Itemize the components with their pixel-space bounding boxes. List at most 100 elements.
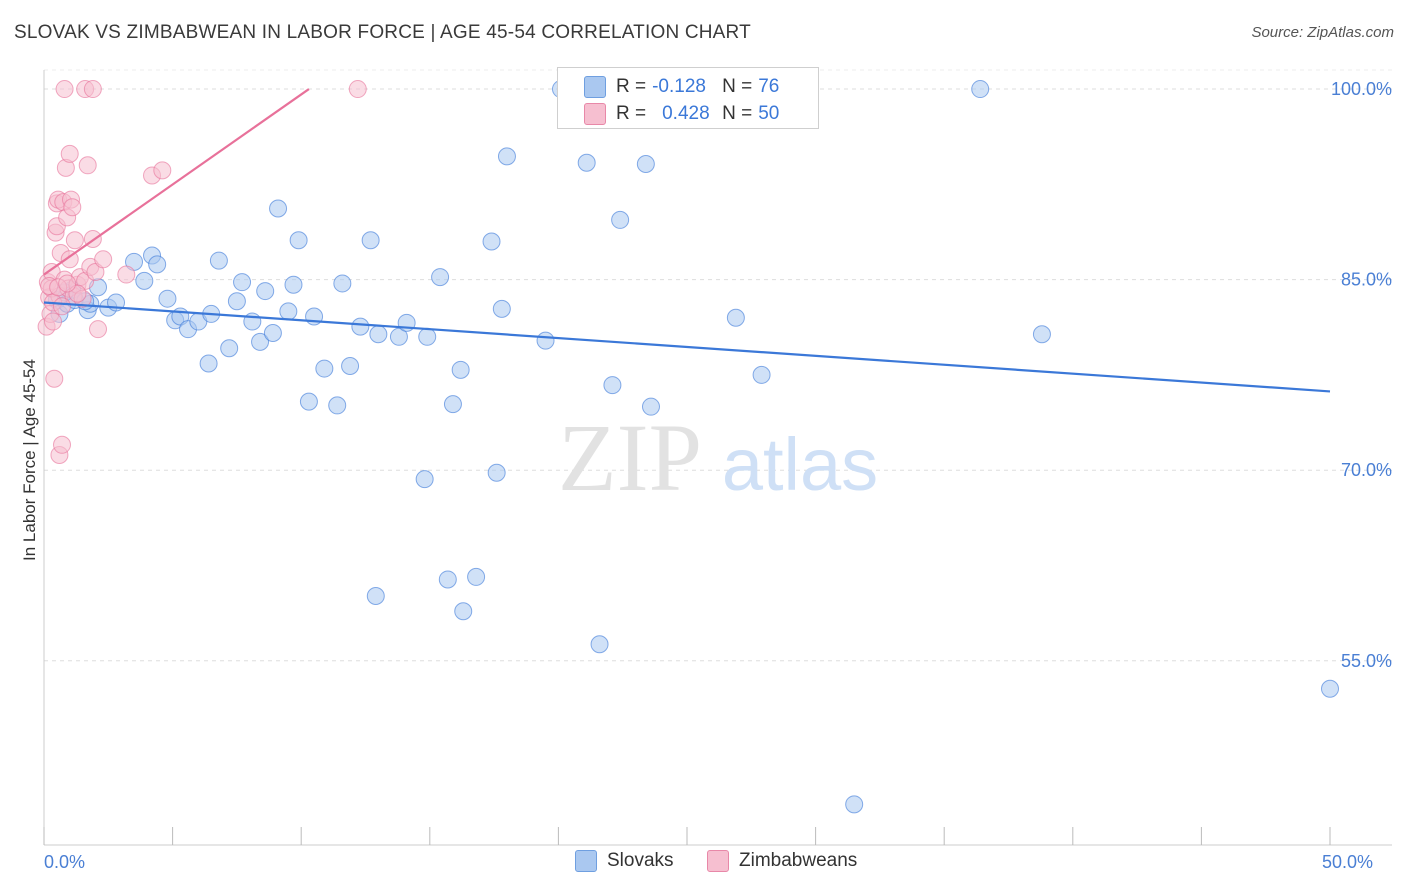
slovaks-point	[351, 317, 370, 336]
slovaks-point	[279, 302, 298, 321]
legend-n-value-zimbabweans: 50	[758, 103, 780, 124]
legend-swatch-slovaks	[575, 850, 597, 872]
legend-r-label: R =	[616, 103, 647, 124]
slovaks-point	[199, 354, 218, 373]
slovaks-point	[497, 147, 516, 166]
slovaks-point	[289, 231, 308, 250]
series-legend: Slovaks Zimbabweans	[0, 850, 1406, 878]
zimbabweans-point	[45, 369, 64, 388]
legend-item-slovaks[interactable]: Slovaks	[575, 850, 674, 872]
zimbabweans-point	[53, 435, 72, 454]
zimbabweans-point	[55, 80, 74, 99]
zimbabweans-point	[94, 250, 113, 269]
legend-n-label: N =	[722, 103, 753, 124]
slovaks-point	[418, 327, 437, 346]
slovaks-point	[284, 275, 303, 294]
slovaks-point	[641, 397, 660, 416]
slovaks-point	[487, 463, 506, 482]
legend-n-label: N =	[722, 76, 753, 97]
slovaks-point	[636, 155, 655, 174]
grid-lines	[44, 69, 1392, 662]
legend-label-zimbabweans: Zimbabweans	[739, 850, 858, 871]
slovaks-trendline	[43, 301, 1331, 393]
slovaks-point	[227, 292, 246, 311]
zimbabweans-point	[44, 312, 63, 331]
x-axis-min-label: 0.0%	[44, 852, 86, 872]
slovaks-point	[845, 795, 864, 814]
slovaks-point	[341, 357, 360, 376]
slovaks-point	[492, 299, 511, 318]
zimbabweans-trendline	[43, 88, 310, 276]
slovaks-point	[220, 339, 239, 358]
y-tick-label: 55.0%	[1341, 651, 1392, 671]
slovaks-point	[1032, 325, 1051, 344]
slovaks-point	[135, 271, 154, 290]
slovaks-point	[361, 231, 380, 250]
slovaks-point	[611, 210, 630, 229]
y-axis-label: In Labor Force | Age 45-54	[20, 359, 39, 561]
slovaks-point	[536, 331, 555, 350]
legend-swatch-zimbabweans	[584, 103, 606, 125]
series-zimbabweans-points	[37, 80, 367, 464]
slovaks-point	[389, 327, 408, 346]
watermark-zip: ZIP	[558, 404, 702, 511]
y-tick-label: 70.0%	[1341, 460, 1392, 480]
axes	[43, 70, 1392, 846]
slovaks-point	[148, 255, 167, 274]
zimbabweans-point	[65, 231, 84, 250]
slovaks-point	[369, 325, 388, 344]
legend-row-slovaks: R = -0.128 N = 76	[584, 74, 779, 100]
zimbabweans-point	[60, 144, 79, 163]
watermark-atlas: atlas	[722, 423, 878, 506]
slovaks-point	[333, 274, 352, 293]
y-tick-labels: 100.0% 85.0% 70.0% 55.0%	[1331, 79, 1392, 671]
slovaks-point	[328, 396, 347, 415]
slovaks-point	[251, 332, 270, 351]
zimbabweans-point	[348, 80, 367, 99]
slovaks-point	[299, 392, 318, 411]
legend-row-zimbabweans: R = 0.428 N = 50	[584, 101, 779, 127]
zimbabweans-point	[63, 198, 82, 217]
legend-r-label: R =	[616, 76, 647, 97]
slovaks-point	[451, 360, 470, 379]
slovaks-point	[158, 289, 177, 308]
legend-r-value-zimbabweans: 0.428	[662, 103, 710, 124]
legend-swatch-slovaks	[584, 76, 606, 98]
slovaks-point	[590, 635, 609, 654]
slovaks-point	[233, 273, 252, 292]
y-tick-label: 100.0%	[1331, 79, 1392, 99]
slovaks-point	[603, 376, 622, 395]
slovaks-point	[454, 602, 473, 621]
zimbabweans-point	[89, 320, 108, 339]
slovaks-point	[726, 308, 745, 327]
slovaks-point	[467, 567, 486, 586]
slovaks-point	[269, 199, 288, 218]
slovaks-point	[415, 470, 434, 489]
watermark: ZIP atlas	[558, 404, 878, 511]
legend-r-value-slovaks: -0.128	[652, 76, 706, 97]
slovaks-point	[1321, 679, 1339, 698]
zimbabweans-point	[153, 161, 172, 180]
slovaks-point	[315, 359, 334, 378]
slovaks-point	[209, 251, 228, 270]
legend-swatch-zimbabweans	[707, 850, 729, 872]
zimbabweans-point	[83, 80, 102, 99]
legend-n-value-slovaks: 76	[758, 76, 780, 97]
slovaks-point	[256, 282, 275, 301]
slovaks-point	[263, 323, 282, 342]
legend-item-zimbabweans[interactable]: Zimbabweans	[707, 850, 857, 872]
source-credit: Source: ZipAtlas.com	[1251, 24, 1394, 41]
slovaks-point	[438, 570, 457, 589]
correlation-legend: R = -0.128 N = 76 R = 0.428 N = 50	[557, 67, 819, 129]
zimbabweans-point	[78, 156, 97, 175]
slovaks-point	[971, 80, 990, 99]
slovaks-point	[752, 365, 771, 384]
zimbabweans-point	[117, 265, 136, 284]
slovaks-point	[577, 153, 596, 172]
zimbabweans-point	[58, 274, 77, 293]
slovaks-point	[443, 395, 462, 414]
x-axis-max-label: 50.0%	[1322, 852, 1374, 872]
trend-lines	[43, 88, 1331, 393]
y-tick-label: 85.0%	[1341, 270, 1392, 290]
